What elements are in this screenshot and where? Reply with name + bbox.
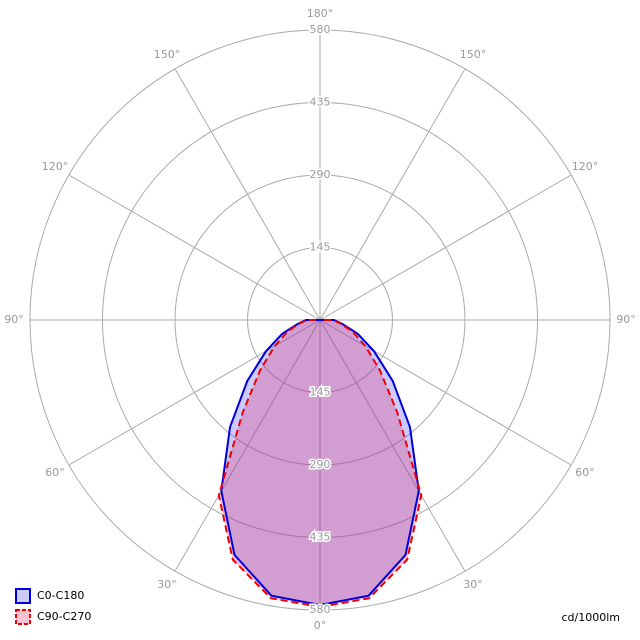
legend-label: C90-C270 (37, 610, 91, 623)
series-fill (218, 320, 320, 607)
series-fill (320, 320, 419, 605)
r-tick-label: 580 (310, 603, 331, 616)
angle-label: 150° (154, 48, 181, 61)
angle-label: 180° (307, 7, 334, 20)
legend-label: C0-C180 (37, 589, 84, 602)
r-tick-label: 290 (310, 458, 331, 471)
series-line (319, 319, 423, 608)
unit-label: cd/1000lm (561, 611, 620, 624)
legend-swatch (15, 588, 31, 604)
angle-label: 60° (575, 466, 595, 479)
spoke (68, 174, 321, 321)
spoke (319, 174, 572, 321)
series-fill (320, 320, 422, 607)
r-tick-label: 580 (310, 23, 331, 36)
spoke (68, 319, 321, 466)
spoke (319, 319, 466, 572)
spoke (319, 319, 572, 466)
angle-label: 150° (460, 48, 487, 61)
angle-label: 120° (42, 160, 69, 173)
angle-label: 30° (157, 578, 177, 591)
r-tick-label: 435 (310, 531, 331, 544)
spoke (174, 68, 321, 321)
spoke (174, 319, 321, 572)
angle-label: 0° (314, 619, 327, 632)
angle-label: 30° (463, 578, 483, 591)
angle-label: 120° (572, 160, 599, 173)
series-fill (221, 320, 320, 605)
legend-swatch (15, 609, 31, 625)
r-tick-label: 290 (310, 168, 331, 181)
angle-label: 90° (4, 313, 24, 326)
series-line (217, 319, 321, 608)
angle-label: 90° (616, 313, 636, 326)
r-tick-label: 145 (310, 241, 331, 254)
r-tick-label: 435 (310, 96, 331, 109)
spoke (319, 68, 466, 321)
r-tick-label: 145 (310, 386, 331, 399)
angle-label: 60° (45, 466, 65, 479)
